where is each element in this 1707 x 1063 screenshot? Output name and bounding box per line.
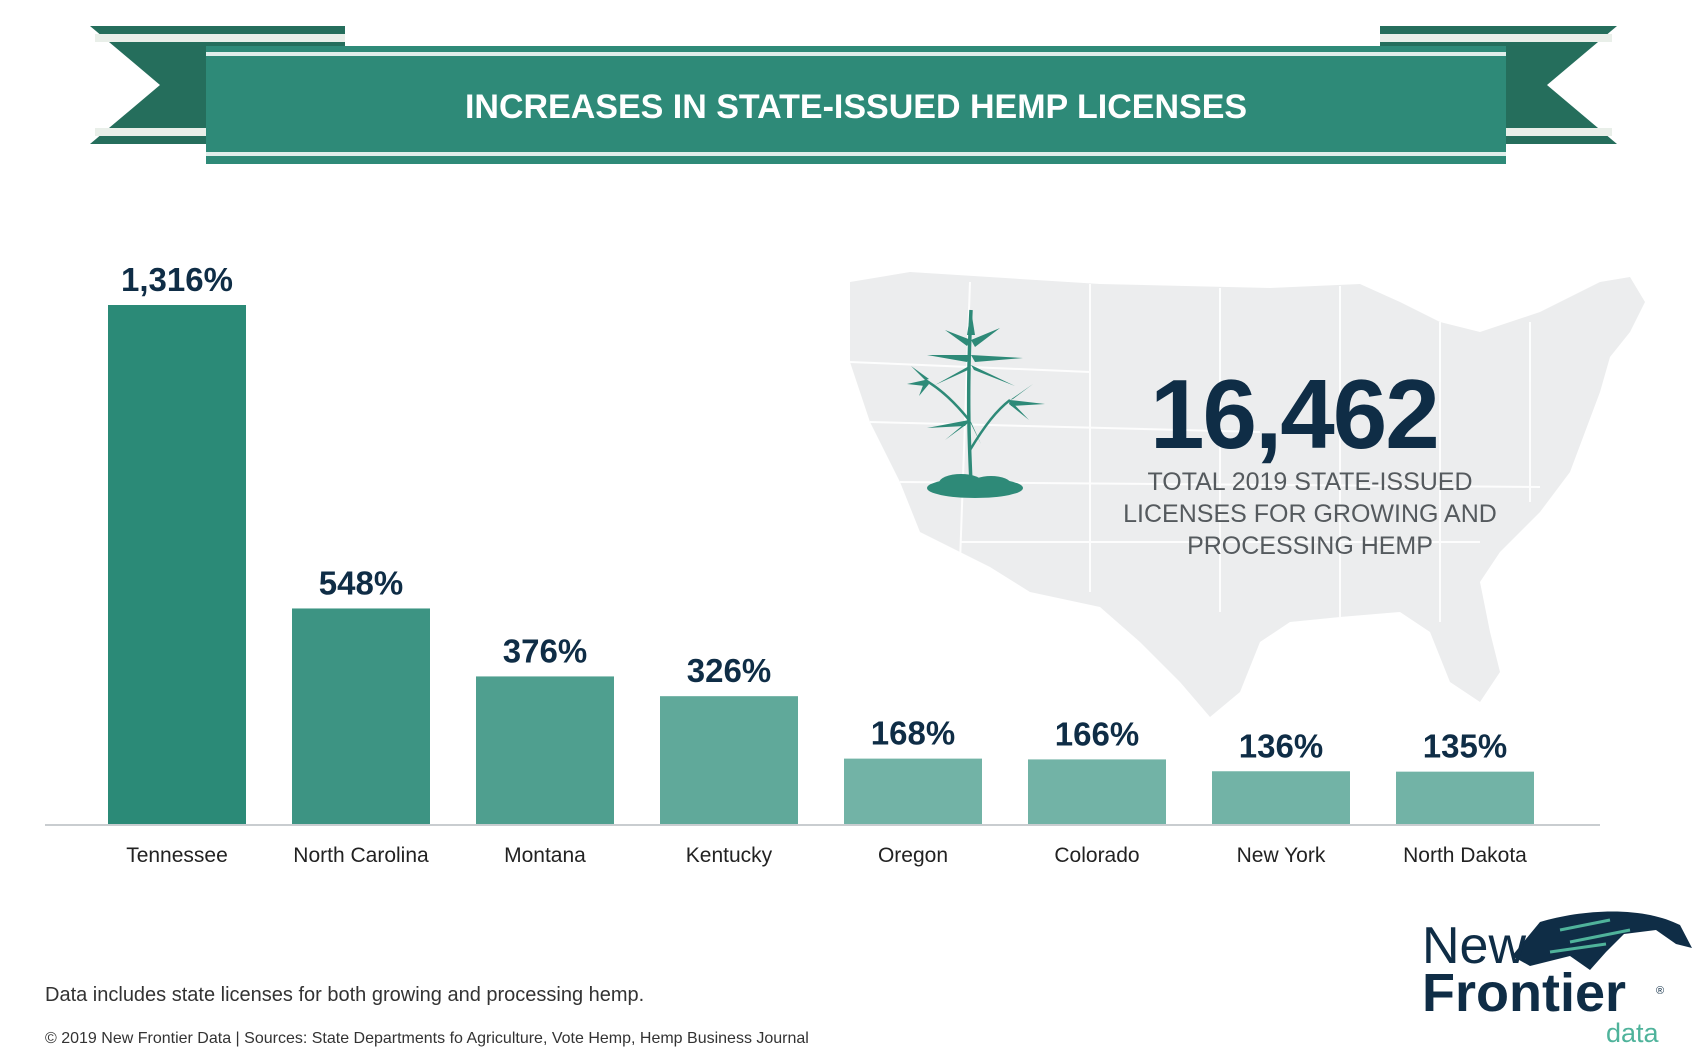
bar-kentucky [660,696,798,825]
bar-value-label: 136% [1239,727,1323,764]
bar-chart: 1,316% Tennessee 548% North Carolina 376% Mon… [45,261,1600,867]
bar-new-york [1212,771,1350,825]
logo-registered-mark: ® [1656,985,1665,997]
footnote: Data includes state licenses for both gr… [45,984,645,1006]
bar-value-label: 166% [1055,715,1139,752]
bar-north-carolina [292,608,430,825]
bar-value-label: 168% [871,715,955,752]
source-credits: © 2019 New Frontier Data | Sources: Stat… [45,1030,809,1047]
category-tick-label: North Carolina [293,844,429,867]
bar-colorado [1028,759,1166,825]
bar-value-label: 548% [319,564,403,601]
category-tick-label: New York [1237,844,1326,867]
logo-wordmark-frontier: Frontier [1422,963,1627,1023]
title-banner: INCREASES IN STATE-ISSUED HEMP LICENSES [90,26,1617,164]
logo-wordmark-data: data [1606,1018,1659,1048]
bar-value-label: 1,316% [121,261,233,298]
category-tick-label: Tennessee [126,844,228,867]
page-title: INCREASES IN STATE-ISSUED HEMP LICENSES [465,88,1247,126]
caption-line: LICENSES FOR GROWING AND [1123,500,1497,528]
bar-oregon [844,758,982,825]
category-tick-label: Montana [504,844,586,867]
total-licenses-value: 16,462 [1150,359,1440,469]
hemp-plant-icon [907,309,1045,498]
bar-montana [476,676,614,825]
caption-line: TOTAL 2019 STATE-ISSUED [1147,468,1473,496]
category-tick-label: Colorado [1054,844,1139,867]
banner-main [206,46,1506,164]
bar-value-label: 376% [503,632,587,669]
category-tick-label: Oregon [878,844,948,867]
logo-wordmark-new: New [1422,917,1527,975]
bar-value-label: 135% [1423,728,1507,765]
category-tick-label: Kentucky [686,844,773,867]
horse-logo-icon [1512,911,1692,970]
caption-line: PROCESSING HEMP [1187,532,1433,560]
bar-north-dakota [1396,771,1534,825]
bar-tennessee [108,305,246,825]
category-tick-label: North Dakota [1403,844,1527,867]
bars: 1,316% Tennessee 548% North Carolina 376% Mon… [108,261,1534,867]
bar-value-label: 326% [687,652,771,689]
total-licenses-caption: TOTAL 2019 STATE-ISSUED LICENSES FOR GRO… [1100,466,1520,562]
